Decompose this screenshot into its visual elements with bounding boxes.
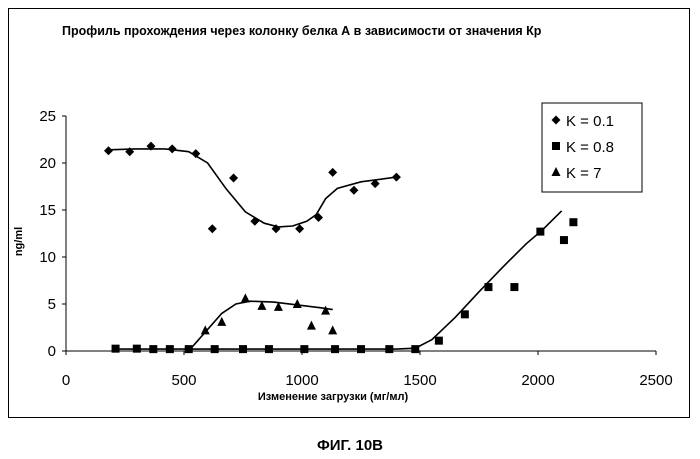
data-point-square	[239, 345, 247, 354]
data-point-triangle	[292, 299, 302, 308]
data-point-diamond	[207, 224, 217, 234]
x-tick-label: 1500	[403, 372, 436, 389]
data-point-triangle	[273, 301, 283, 311]
y-tick-label: 0	[48, 343, 56, 360]
data-point-diamond	[191, 149, 201, 159]
legend-marker-square	[552, 142, 560, 150]
data-point-square	[111, 344, 120, 353]
data-point-diamond	[167, 144, 177, 154]
data-point-square	[510, 283, 519, 292]
series-layer	[103, 141, 578, 354]
data-point-square	[264, 345, 273, 354]
data-point-diamond	[250, 216, 260, 226]
chart-title: Профиль прохождения через колонку белка …	[62, 24, 542, 38]
data-point-square	[411, 345, 420, 354]
y-tick-label: 15	[39, 202, 56, 219]
x-tick-label: 0	[62, 372, 70, 389]
data-point-square	[434, 336, 443, 345]
data-point-square	[559, 236, 568, 245]
data-point-diamond	[328, 167, 338, 177]
x-tick-label: 1000	[285, 372, 318, 389]
x-axis-label: Изменение загрузки (мг/мл)	[258, 391, 409, 403]
data-point-square	[385, 345, 394, 354]
data-point-diamond	[125, 147, 135, 157]
data-point-square	[484, 283, 493, 292]
trend-line-square	[113, 210, 563, 350]
data-point-square	[569, 218, 578, 227]
data-point-diamond	[146, 141, 156, 151]
x-tick-label: 500	[171, 372, 196, 389]
data-point-triangle	[217, 316, 227, 326]
data-point-diamond	[229, 173, 239, 183]
data-point-triangle	[306, 320, 316, 330]
legend-marker-triangle	[551, 167, 561, 176]
data-point-square	[184, 345, 193, 354]
data-point-diamond	[349, 185, 359, 195]
data-point-square	[357, 345, 365, 354]
y-tick-label: 25	[39, 108, 56, 125]
series-square	[111, 210, 578, 354]
legend-entry: K = 7	[566, 165, 601, 182]
series-diamond	[103, 141, 401, 234]
data-point-diamond	[103, 146, 113, 156]
data-point-square	[300, 345, 309, 354]
data-point-triangle	[200, 325, 210, 335]
y-tick-label: 10	[39, 249, 56, 266]
chart-frame	[8, 8, 690, 418]
x-tick-label: 2000	[521, 372, 554, 389]
data-point-square	[132, 344, 141, 353]
series-triangle	[190, 293, 338, 349]
data-point-square	[460, 310, 469, 319]
data-point-triangle	[328, 325, 338, 335]
figure-caption: ФИГ. 10В	[316, 437, 384, 454]
data-point-diamond	[295, 224, 305, 234]
x-tick-label: 2500	[639, 372, 672, 389]
data-point-diamond	[314, 213, 324, 223]
y-axis-label: ng/ml	[13, 227, 25, 256]
data-point-triangle	[240, 293, 250, 303]
data-point-square	[210, 345, 219, 354]
data-point-triangle	[257, 300, 267, 310]
legend-entry: K = 0.8	[566, 139, 614, 156]
y-tick-label: 5	[48, 296, 56, 313]
y-tick-label: 20	[39, 155, 56, 172]
data-point-diamond	[271, 224, 281, 234]
data-point-diamond	[370, 179, 380, 189]
trend-line-triangle	[190, 300, 333, 349]
chart-svg: 0 5 10 15 20 25 0 500 1000 1500 2000 2500 Изменение …	[13, 102, 673, 403]
data-point-square	[165, 345, 174, 354]
legend: K = 0.1 K = 0.8 K = 7	[541, 102, 643, 193]
data-point-square	[331, 345, 340, 354]
legend-marker-diamond	[551, 115, 561, 125]
legend-entry: K = 0.1	[566, 113, 614, 130]
trend-line-diamond	[108, 148, 397, 228]
data-point-square	[149, 345, 158, 354]
data-point-square	[536, 227, 545, 236]
data-point-triangle	[321, 305, 331, 315]
data-point-diamond	[391, 172, 401, 182]
